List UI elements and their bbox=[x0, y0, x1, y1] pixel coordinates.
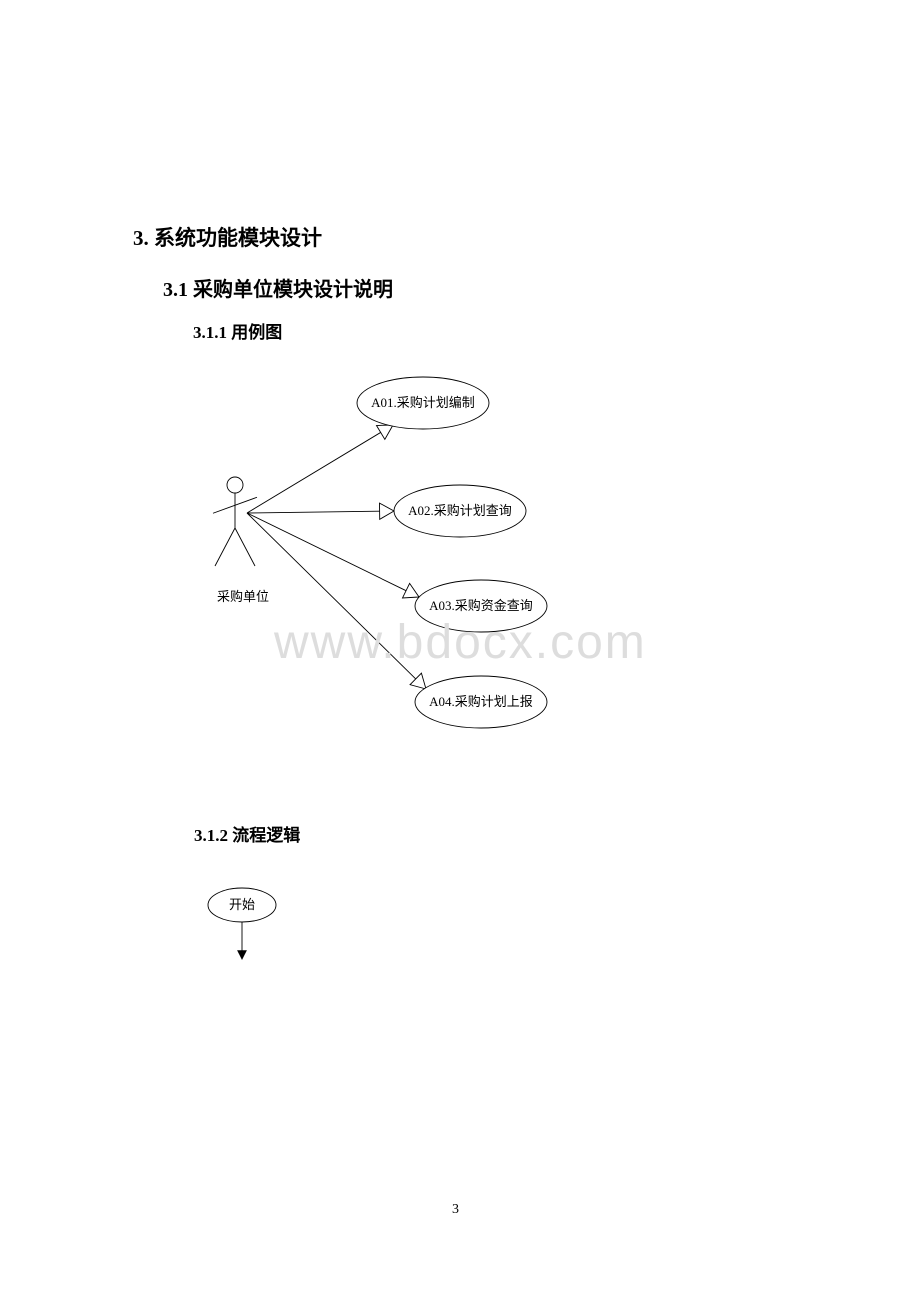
flowchart-svg: 开始 bbox=[0, 0, 920, 1000]
svg-text:开始: 开始 bbox=[229, 897, 255, 912]
page-number: 3 bbox=[452, 1202, 459, 1218]
